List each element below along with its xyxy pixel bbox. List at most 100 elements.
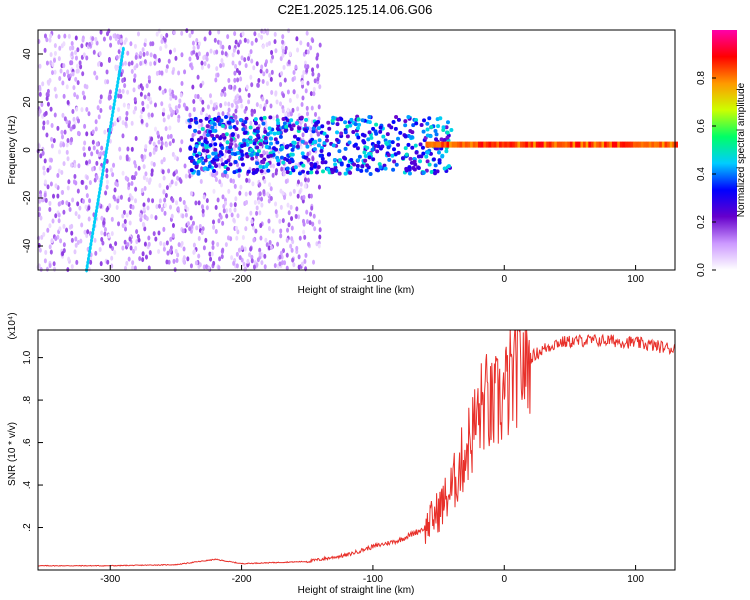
spectrogram-cell <box>41 150 45 156</box>
spectrogram-cell <box>300 151 305 156</box>
spectrogram-cell <box>434 132 439 137</box>
spectrogram-cell <box>588 141 592 148</box>
spectrogram-cell <box>153 53 157 59</box>
spectrogram-cell <box>268 136 273 141</box>
spectrogram-cell <box>227 149 232 154</box>
spectrogram-cell <box>65 149 69 155</box>
spectrogram-cell <box>583 141 587 148</box>
spectrogram-cell <box>230 102 234 108</box>
spectrogram-cell <box>160 101 164 107</box>
spectrogram-cell <box>499 141 503 148</box>
spectrogram-cell <box>121 133 125 139</box>
spectrogram-cell <box>135 63 139 69</box>
spectrogram-cell <box>248 125 253 130</box>
spectrogram-cell <box>427 162 432 167</box>
spectrogram-cell <box>112 33 116 39</box>
spectrogram-cell <box>178 98 182 104</box>
spectrogram-cell <box>433 141 437 148</box>
spectrogram-cell <box>130 146 134 152</box>
spectrogram-cell <box>53 86 57 92</box>
spectrogram-cell <box>437 158 442 163</box>
colorbar-label: Normalized spectral amplitude <box>736 82 747 217</box>
spectrogram-cell <box>213 142 218 147</box>
spectrogram-cell <box>208 93 212 99</box>
spectrogram-cell <box>355 146 360 151</box>
spectrogram-cell <box>67 123 71 129</box>
spectrogram-cell <box>215 134 220 139</box>
spectrogram-cell <box>260 202 264 208</box>
spectrogram-cell <box>171 197 175 203</box>
spectrogram-cell <box>207 114 211 120</box>
spectrogram-cell <box>332 158 337 163</box>
spectrogram-cell <box>127 104 131 110</box>
spectrogram-cell <box>435 141 439 148</box>
spectrogram-cell <box>74 211 78 217</box>
spectrogram-cell <box>160 145 164 151</box>
spectrogram-cell <box>249 246 253 252</box>
spectrogram-cell <box>75 68 79 74</box>
spectrogram-cell <box>153 102 157 108</box>
spectrogram-cell <box>312 164 317 169</box>
spectrogram-cell <box>248 190 252 196</box>
spectrogram-cell <box>309 132 313 138</box>
spectrogram-cell <box>317 72 321 78</box>
spectrogram-cell <box>140 154 144 160</box>
spectrogram-cell <box>281 48 285 54</box>
spectrogram-cell <box>259 235 263 241</box>
spectrogram-cell <box>131 260 135 266</box>
spectrogram-cell <box>70 137 74 143</box>
spectrogram-cell <box>154 215 158 221</box>
spectrogram-cell <box>297 254 301 260</box>
spectrogram-cell <box>434 137 439 142</box>
spectrogram-cell <box>367 120 372 125</box>
spectrogram-cell <box>196 55 200 61</box>
spectrogram-cell <box>121 120 125 126</box>
y-tick-label: 1.0 <box>22 350 33 364</box>
x-tick-label: -200 <box>232 274 252 285</box>
spectrogram-cell <box>244 116 249 121</box>
spectrogram-cell <box>74 55 78 61</box>
spectrogram-cell <box>165 185 169 191</box>
spectrogram-cell <box>289 111 293 117</box>
spectrogram-cell <box>136 31 140 37</box>
spectrogram-cell <box>144 254 148 260</box>
spectrogram-cell <box>116 33 120 39</box>
spectrogram-cell <box>132 87 136 93</box>
spectrogram-cell <box>226 235 230 241</box>
spectrogram-cell <box>248 252 252 258</box>
spectrogram-cell <box>246 169 251 174</box>
spectrogram-cell <box>211 245 215 251</box>
spectrogram-cell <box>419 154 424 159</box>
spectrogram-cell <box>210 251 214 257</box>
spectrogram-cell <box>496 141 500 148</box>
spectrogram-cell <box>200 142 205 147</box>
spectrogram-cell <box>119 38 123 44</box>
spectrogram-cell <box>249 120 253 126</box>
spectrogram-cell <box>204 116 209 121</box>
spectrogram-cell <box>145 177 149 183</box>
spectrogram-cell <box>188 173 192 179</box>
spectrogram-cell <box>157 248 161 254</box>
spectrogram-cell <box>53 112 57 118</box>
spectrogram-cell <box>53 69 57 75</box>
spectrogram-cell <box>396 117 401 122</box>
spectrogram-cell <box>113 249 117 255</box>
spectrogram-cell <box>95 160 99 166</box>
spectrogram-cell <box>326 167 331 172</box>
spectrogram-cell <box>119 194 123 200</box>
spectrogram-cell <box>659 141 663 148</box>
spectrogram-cell <box>192 45 196 51</box>
spectrogram-cell <box>410 130 415 135</box>
spectrogram-cell <box>235 104 239 110</box>
colorbar-ticks: 0.00.20.40.60.8 <box>696 71 716 277</box>
spectrogram-cell <box>62 142 66 148</box>
spectrogram-cell <box>57 34 61 40</box>
spectrogram-cell <box>117 39 121 45</box>
spectrogram-cell <box>301 163 306 168</box>
spectrogram-cell <box>348 170 353 175</box>
spectrogram-cell <box>38 91 42 97</box>
spectrogram-cell <box>57 56 61 62</box>
spectrogram-cell <box>234 39 238 45</box>
spectrogram-cell <box>189 137 194 142</box>
spectrogram-cell <box>157 230 161 236</box>
